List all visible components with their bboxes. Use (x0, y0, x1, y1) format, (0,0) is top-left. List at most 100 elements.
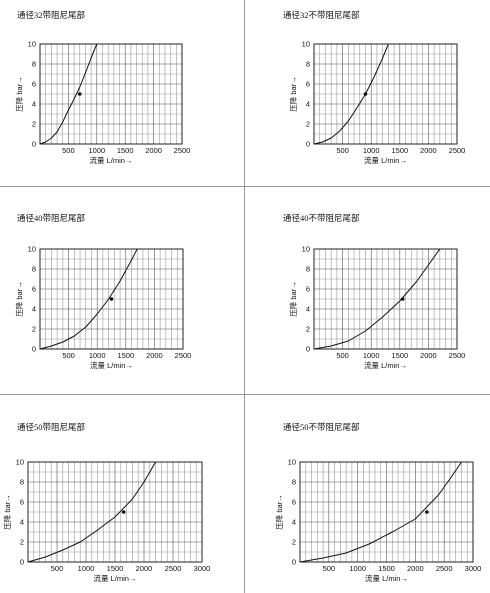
x-tick-label: 2500 (436, 564, 453, 573)
x-tick-label: 1000 (363, 351, 380, 360)
vertical-divider (244, 0, 245, 593)
series-line (27, 461, 157, 563)
x-tick-label: 1000 (349, 564, 366, 573)
x-tick-label: 2500 (175, 351, 192, 360)
x-axis-label: 流量 L/min→ (364, 155, 407, 165)
x-tick-label: 1000 (363, 146, 380, 155)
horizontal-divider-1 (0, 186, 490, 187)
chart-title: 通径40带阻尼尾部 (17, 213, 86, 223)
x-tick-label: 2000 (420, 146, 437, 155)
x-tick-label: 1000 (88, 146, 105, 155)
y-tick-label: 4 (306, 100, 310, 109)
y-tick-label: 2 (20, 538, 24, 547)
y-tick-label: 6 (32, 285, 36, 294)
plot-frame (39, 43, 183, 145)
x-tick-label: 500 (336, 351, 349, 360)
y-tick-label: 6 (306, 80, 310, 89)
y-axis-label: 压降 bar→ (274, 494, 284, 529)
series-line (39, 248, 138, 350)
y-tick-label: 10 (302, 245, 310, 254)
x-axis-label: 流量 L/min→ (94, 573, 137, 583)
x-tick-label: 2500 (449, 146, 466, 155)
y-tick-label: 2 (306, 325, 310, 334)
x-tick-label: 2000 (146, 351, 163, 360)
series-line (313, 43, 389, 145)
data-point-marker (77, 92, 82, 96)
y-tick-label: 0 (292, 558, 296, 567)
x-tick-label: 2000 (407, 564, 424, 573)
series-line (313, 248, 441, 350)
data-point-marker (363, 92, 368, 96)
y-tick-label: 6 (20, 498, 24, 507)
plot-frame (313, 43, 458, 145)
y-tick-label: 6 (292, 498, 296, 507)
x-tick-label: 2500 (165, 564, 182, 573)
y-tick-label: 8 (292, 478, 296, 487)
x-tick-label: 500 (62, 351, 75, 360)
y-tick-label: 0 (306, 345, 310, 354)
y-tick-label: 0 (32, 345, 36, 354)
y-axis-label: 压降 bar→ (14, 76, 24, 111)
x-tick-label: 3000 (194, 564, 211, 573)
x-tick-label: 500 (62, 146, 75, 155)
chart-title: 通径40不带阻尼尾部 (283, 213, 360, 223)
y-tick-label: 10 (16, 458, 24, 467)
data-point-marker (109, 297, 114, 301)
y-tick-label: 4 (292, 518, 296, 527)
y-tick-label: 8 (32, 60, 36, 69)
plot-frame (299, 461, 474, 563)
y-tick-label: 8 (306, 60, 310, 69)
data-point-marker (400, 297, 405, 301)
plot-frame (27, 461, 203, 563)
y-tick-label: 2 (292, 538, 296, 547)
x-axis-label: 流量 L/min→ (90, 360, 133, 370)
y-axis-label: 压降 bar→ (288, 281, 298, 316)
x-tick-label: 1500 (378, 564, 395, 573)
y-tick-label: 10 (28, 245, 36, 254)
x-tick-label: 1000 (78, 564, 95, 573)
x-tick-label: 1500 (117, 351, 134, 360)
y-tick-label: 0 (306, 140, 310, 149)
x-tick-label: 500 (336, 146, 349, 155)
data-point-marker (425, 510, 429, 514)
x-tick-label: 1000 (89, 351, 106, 360)
y-tick-label: 0 (32, 140, 36, 149)
y-tick-label: 2 (32, 120, 36, 129)
plot-frame (313, 248, 458, 350)
chart-title: 通径50带阻尼尾部 (17, 422, 86, 432)
y-tick-label: 4 (32, 305, 36, 314)
y-axis-label: 压降 bar→ (288, 76, 298, 111)
y-axis-label: 压降 bar→ (14, 281, 24, 316)
x-tick-label: 1500 (107, 564, 124, 573)
plot-frame (39, 248, 184, 350)
y-tick-label: 6 (32, 80, 36, 89)
y-tick-label: 4 (20, 518, 24, 527)
x-tick-label: 2000 (136, 564, 153, 573)
x-tick-label: 500 (323, 564, 336, 573)
y-tick-label: 8 (32, 265, 36, 274)
y-tick-label: 6 (306, 285, 310, 294)
y-tick-label: 8 (306, 265, 310, 274)
chart-title: 通径50不带阻尼尾部 (283, 422, 360, 432)
y-tick-label: 4 (32, 100, 36, 109)
x-tick-label: 1500 (391, 146, 408, 155)
x-tick-label: 1500 (391, 351, 408, 360)
y-tick-label: 8 (20, 478, 24, 487)
x-axis-label: 流量 L/min→ (90, 155, 133, 165)
series-line (39, 43, 98, 145)
y-tick-label: 0 (20, 558, 24, 567)
x-tick-label: 3000 (465, 564, 482, 573)
x-tick-label: 2500 (449, 351, 466, 360)
horizontal-divider-2 (0, 394, 490, 395)
x-tick-label: 1500 (117, 146, 134, 155)
chart-title: 通径32带阻尼尾部 (17, 10, 86, 20)
chart-title: 通径32不带阻尼尾部 (283, 10, 360, 20)
x-tick-label: 2000 (145, 146, 162, 155)
x-axis-label: 流量 L/min→ (365, 573, 408, 583)
y-tick-label: 2 (32, 325, 36, 334)
y-tick-label: 10 (28, 40, 36, 49)
x-tick-label: 2500 (174, 146, 191, 155)
x-tick-label: 500 (51, 564, 64, 573)
y-axis-label: 压降 bar→ (2, 494, 12, 529)
